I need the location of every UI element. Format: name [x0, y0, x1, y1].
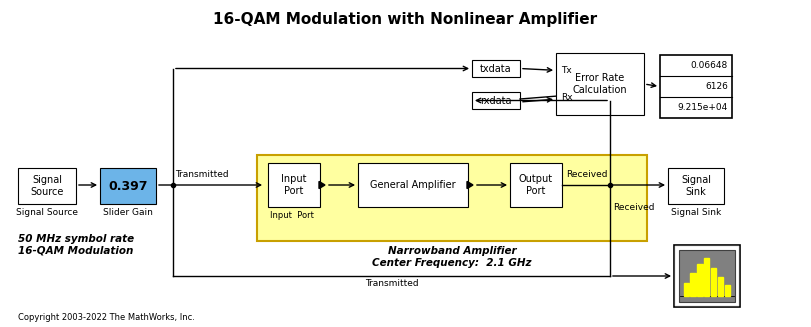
Bar [697, 264, 702, 296]
Bar [675, 246, 739, 306]
Polygon shape [319, 181, 325, 189]
Bar [674, 245, 740, 307]
Text: 9.215e+04: 9.215e+04 [678, 103, 728, 112]
Text: Rx: Rx [561, 93, 573, 102]
Text: Transmitted: Transmitted [175, 170, 229, 179]
Text: 6126: 6126 [705, 82, 728, 91]
Text: rxdata: rxdata [480, 95, 512, 106]
Bar [510, 163, 562, 207]
Bar [18, 168, 76, 204]
Text: 16-QAM Modulation with Nonlinear Amplifier: 16-QAM Modulation with Nonlinear Amplifi… [213, 12, 597, 27]
Bar [268, 163, 320, 207]
Bar [100, 168, 156, 204]
Text: Signal Source: Signal Source [16, 208, 78, 217]
Bar [718, 277, 723, 296]
Bar [711, 267, 716, 296]
Bar [668, 168, 724, 204]
Text: General Amplifier: General Amplifier [370, 180, 456, 190]
Bar [257, 155, 647, 241]
Text: 0.06648: 0.06648 [691, 61, 728, 70]
Text: txdata: txdata [480, 63, 512, 74]
Text: Signal
Sink: Signal Sink [681, 175, 711, 197]
Text: Slider Gain: Slider Gain [103, 208, 153, 217]
Text: 50 MHz symbol rate
16-QAM Modulation: 50 MHz symbol rate 16-QAM Modulation [18, 234, 134, 256]
Bar [358, 163, 468, 207]
Bar [690, 273, 696, 296]
Text: Input  Port: Input Port [270, 211, 314, 220]
Polygon shape [467, 181, 473, 189]
Text: Copyright 2003-2022 The MathWorks, Inc.: Copyright 2003-2022 The MathWorks, Inc. [18, 313, 195, 322]
Text: Input
Port: Input Port [281, 174, 307, 196]
Bar [472, 60, 520, 77]
Bar [472, 92, 520, 109]
Bar [660, 55, 732, 118]
Text: 0.397: 0.397 [108, 180, 148, 193]
Bar [704, 258, 710, 296]
Text: Received: Received [566, 170, 607, 179]
Text: Tx: Tx [561, 66, 572, 75]
Text: Received: Received [613, 203, 654, 212]
Bar [679, 250, 735, 302]
Text: Signal
Source: Signal Source [30, 175, 64, 197]
Text: Signal Sink: Signal Sink [671, 208, 721, 217]
Bar [556, 53, 644, 115]
Text: Output
Port: Output Port [519, 174, 553, 196]
Bar [725, 284, 730, 296]
Bar [684, 283, 689, 296]
Text: Narrowband Amplifier
Center Frequency:  2.1 GHz: Narrowband Amplifier Center Frequency: 2… [372, 246, 532, 267]
Text: Transmitted: Transmitted [365, 279, 418, 288]
Text: Error Rate
Calculation: Error Rate Calculation [573, 73, 628, 95]
